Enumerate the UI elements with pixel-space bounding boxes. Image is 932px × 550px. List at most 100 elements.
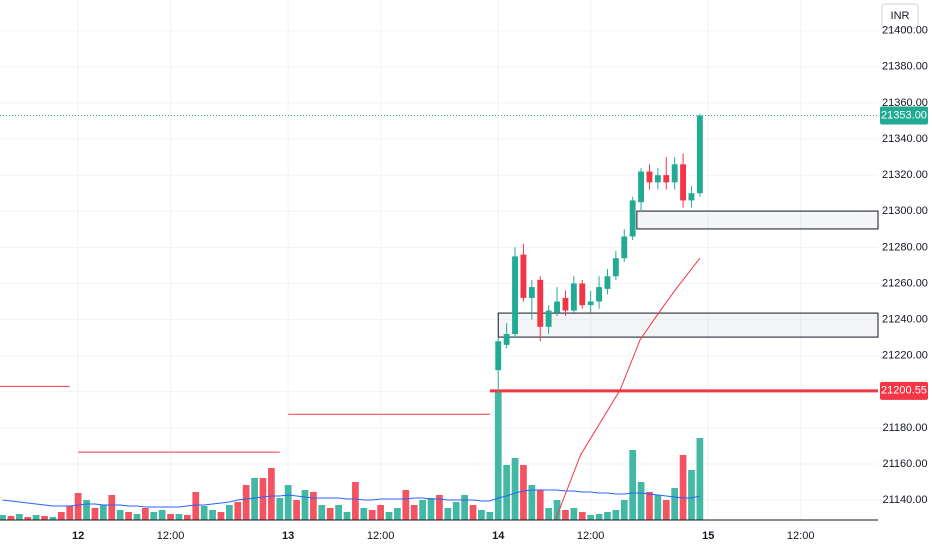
volume-bar: [595, 514, 603, 520]
volume-bar: [276, 498, 284, 520]
candle-body: [680, 164, 687, 201]
candle-body: [621, 236, 628, 259]
volume-bar: [209, 510, 216, 520]
volume-bar: [125, 512, 132, 520]
volume-bar: [141, 508, 149, 520]
volume-bar: [91, 508, 99, 520]
y-tick-label: 21280.00: [882, 241, 928, 253]
volume-bar: [662, 500, 670, 520]
candle-body: [570, 283, 577, 311]
y-tick-label: 21180.00: [882, 422, 927, 434]
volume-bar: [192, 492, 200, 520]
candle-body: [654, 175, 661, 183]
candle-body: [503, 334, 510, 345]
volume-bar: [158, 510, 166, 520]
volume-bar: [217, 512, 225, 520]
volume-bar: [419, 500, 426, 520]
x-tick-label: 14: [492, 530, 505, 542]
candle-body: [612, 258, 619, 277]
volume-bar: [410, 505, 418, 520]
volume-bar: [494, 390, 502, 520]
candle-body: [671, 164, 678, 183]
volume-bar: [184, 515, 191, 520]
y-tick-label: 21400.00: [882, 25, 928, 37]
volume-bar: [368, 510, 376, 520]
volume-bar: [293, 500, 300, 520]
volume-bar: [15, 514, 23, 520]
last-price-tag: [880, 106, 928, 125]
volume-bar: [83, 500, 90, 520]
volume-bar: [478, 510, 485, 520]
volume-bar: [427, 498, 435, 520]
volume-bar: [74, 493, 82, 520]
volume-bar: [352, 482, 359, 520]
candle-body: [587, 301, 594, 306]
volume-bar: [343, 512, 351, 520]
volume-bar: [528, 485, 536, 520]
currency-box[interactable]: [881, 3, 919, 29]
volume-bar: [402, 490, 410, 520]
volume-bar: [175, 514, 183, 520]
volume-bar: [646, 492, 653, 520]
volume-bar: [688, 470, 695, 520]
volume-bar: [620, 500, 628, 520]
volume-bar: [486, 512, 494, 520]
volume-bar: [116, 510, 124, 520]
y-tick-label: 21260.00: [882, 277, 928, 289]
y-tick-label: 21380.00: [882, 61, 928, 73]
candle-body: [646, 171, 653, 183]
x-tick-label: 12:00: [367, 530, 395, 542]
x-tick-label: 15: [702, 530, 714, 542]
volume-bar: [461, 495, 468, 520]
plot: [0, 113, 879, 521]
candle-body: [537, 279, 544, 327]
x-tick-label: 12:00: [787, 530, 815, 542]
candle-body: [545, 310, 552, 327]
y-tick-label: 21160.00: [882, 458, 927, 470]
candle-body: [604, 276, 611, 289]
volume-bar: [268, 468, 275, 520]
volume-bar: [0, 515, 6, 520]
volume-bar: [545, 508, 553, 520]
volume-bar: [394, 508, 401, 520]
volume-bar: [326, 508, 334, 520]
volume-bar: [587, 515, 595, 520]
candle-body: [638, 171, 645, 203]
candle-body: [512, 256, 518, 335]
volume-bar: [604, 512, 611, 520]
candle-body: [696, 115, 703, 194]
volume-bar: [108, 495, 116, 520]
volume-bar: [49, 517, 57, 520]
candle-body: [554, 301, 560, 313]
volume-bar: [335, 505, 342, 520]
volume-bar: [24, 517, 32, 520]
candle-body: [520, 254, 527, 298]
zone-box: [497, 312, 879, 338]
candle-body: [663, 175, 670, 183]
volume-bar: [570, 508, 578, 520]
y-tick-label: 21320.00: [882, 169, 928, 181]
volume-bar: [536, 490, 544, 520]
volume-bar: [41, 516, 48, 520]
volume-bar: [57, 512, 65, 520]
trend-line: [554, 257, 701, 521]
volume-bar: [32, 515, 40, 520]
volume-bar: [612, 510, 620, 520]
volume-bar: [654, 495, 662, 520]
currency[interactable]: INR: [891, 10, 910, 22]
volume-bar: [377, 505, 384, 520]
volume-bar: [99, 505, 107, 520]
y-tick-label: 21240.00: [882, 313, 928, 325]
volume-bar: [444, 508, 452, 520]
marked-level-label: 21200.55: [881, 385, 927, 397]
candle-body: [629, 200, 636, 237]
zone-box: [636, 210, 879, 230]
candle-body: [562, 297, 569, 311]
volume-bar: [7, 516, 15, 520]
volume-bar: [671, 488, 679, 520]
y-tick-label: 21360.00: [882, 97, 928, 109]
volume-bar: [301, 490, 309, 520]
candle-body: [528, 287, 535, 298]
volume-bar: [503, 465, 510, 520]
